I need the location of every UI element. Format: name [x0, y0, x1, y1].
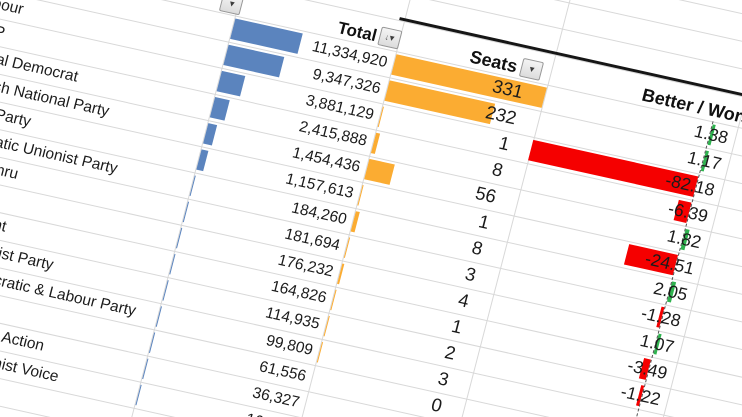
- seats-filter-button[interactable]: ▼: [518, 57, 545, 81]
- sort-descending-filter-icon: ↓▼: [384, 32, 396, 43]
- filter-dropdown-icon: ▼: [527, 63, 537, 74]
- filter-dropdown-icon: ▼: [227, 0, 237, 9]
